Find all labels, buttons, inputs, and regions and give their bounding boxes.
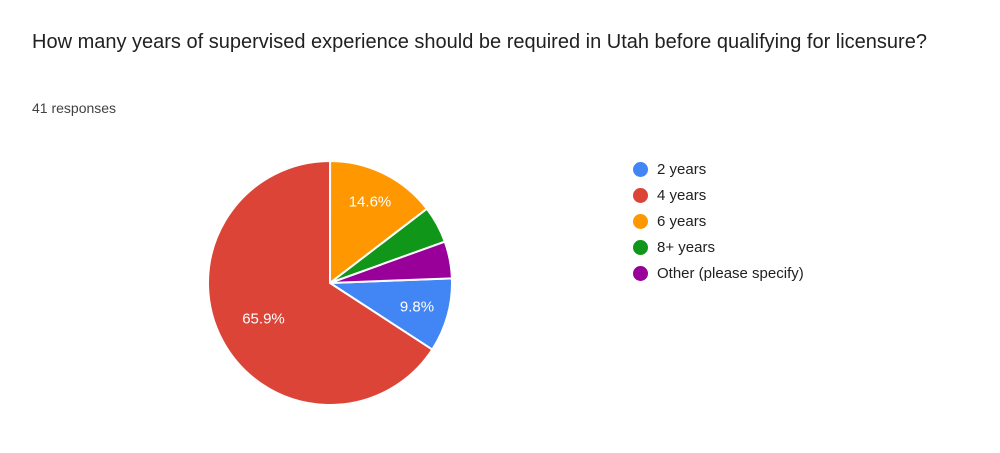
pie-slice-4-years	[207, 160, 434, 406]
slice-percent-label: 14.6%	[349, 194, 392, 211]
pie-slice-2-years	[329, 277, 453, 351]
pie-chart-svg: 9.8% 65.9% 14.6%	[207, 160, 453, 406]
slice-percent-label: 65.9%	[242, 311, 285, 328]
legend-label: 2 years	[657, 160, 707, 178]
legend-color-dot	[633, 239, 648, 255]
legend-item-6-years: 6 years	[633, 208, 804, 234]
legend-item-other-please-specify-: Other (please specify)	[633, 260, 804, 286]
pie-slice-other-please-specify-	[329, 240, 453, 284]
legend-color-dot	[633, 265, 648, 281]
legend-item-4-years: 4 years	[633, 182, 804, 208]
pie-slice-6-years	[329, 160, 428, 284]
legend-label: 8+ years	[657, 238, 715, 256]
legend-color-dot	[633, 213, 648, 229]
responses-count: 41 responses	[32, 100, 117, 116]
legend-color-dot	[633, 161, 648, 177]
pie-chart: 9.8% 65.9% 14.6%	[203, 156, 457, 410]
legend-item-2-years: 2 years	[633, 156, 804, 182]
chart-legend: 2 years 4 years 6 years 8+ years Other (plea…	[633, 156, 804, 286]
legend-color-dot	[633, 187, 648, 203]
legend-label: 6 years	[657, 212, 707, 230]
legend-label: Other (please specify)	[657, 264, 804, 282]
question-title: How many years of supervised experience …	[32, 31, 927, 53]
legend-item-8+-years: 8+ years	[633, 234, 804, 260]
slice-percent-label: 9.8%	[400, 299, 434, 316]
legend-label: 4 years	[657, 186, 707, 204]
